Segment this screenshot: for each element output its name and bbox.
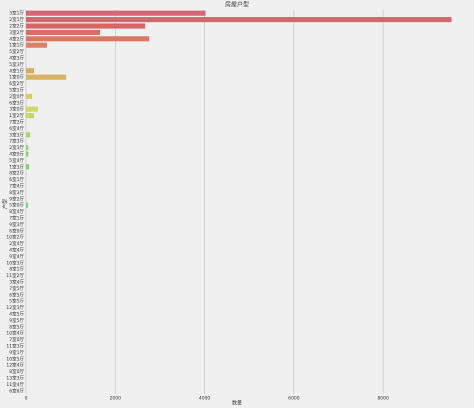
y-tick-label: 2室0厅 (9, 93, 24, 100)
bar (26, 42, 47, 48)
y-tick-label: 7室1厅 (9, 215, 24, 222)
y-tick-label: 6室0厅 (9, 227, 24, 234)
bar (26, 36, 150, 42)
y-tick-label: 11室3厅 (6, 343, 24, 350)
bar (26, 113, 35, 119)
y-tick-label: 10室2厅 (6, 234, 24, 241)
y-tick-label: 4室3厅 (9, 55, 24, 62)
x-tick-label: 6000 (288, 396, 300, 402)
y-tick-label: 9室2厅 (9, 195, 24, 202)
bar (26, 145, 29, 151)
y-tick-label: 9室4厅 (9, 253, 24, 260)
y-tick-label: 9室1厅 (9, 349, 24, 356)
x-tick-label: 0 (25, 396, 28, 402)
y-tick-label: 8室4厅 (9, 208, 24, 215)
bar (26, 164, 30, 170)
bar (26, 29, 101, 35)
y-tick-label: 5室2厅 (9, 48, 24, 55)
y-tick-label: 8室2厅 (9, 170, 24, 177)
x-tick-label: 2000 (110, 396, 122, 402)
y-tick-label: 13室3厅 (6, 375, 24, 382)
y-tick-label: 6室2厅 (9, 80, 24, 87)
y-tick-label: 2室3厅 (9, 144, 24, 151)
y-tick-label: 8室5厅 (9, 323, 24, 330)
y-tick-label: 3室1厅 (9, 10, 24, 17)
x-tick-label: 8000 (377, 396, 389, 402)
y-tick-label: 10室5厅 (6, 355, 24, 362)
y-tick-label: 1室0厅 (9, 74, 24, 81)
y-tick-label: 4室5厅 (9, 311, 24, 318)
y-tick-label: 7室4厅 (9, 183, 24, 190)
y-tick-label: 5室0厅 (9, 202, 24, 209)
bar (26, 10, 206, 16)
y-tick-label: 8室0厅 (9, 368, 24, 375)
bar (26, 74, 67, 80)
bar (26, 202, 29, 208)
chart-title: 房屋户型 (225, 1, 249, 9)
bar (26, 151, 29, 157)
y-tick-label: 1室3厅 (9, 163, 24, 170)
y-tick-label: 6室5厅 (9, 291, 24, 298)
bar (26, 93, 33, 99)
bar (26, 17, 452, 23)
y-tick-label: 7室0厅 (9, 336, 24, 343)
y-tick-label: 12室4厅 (6, 362, 24, 369)
bar (26, 68, 35, 74)
bar (26, 23, 146, 29)
y-tick-label: 11室4厅 (6, 381, 24, 388)
y-tick-label: 12室3厅 (6, 304, 24, 311)
y-tick-label: 7室2厅 (9, 119, 24, 126)
y-tick-label: 11室2厅 (6, 272, 24, 279)
y-tick-label: 1室2厅 (9, 112, 24, 119)
y-tick-label: 2室4厅 (9, 240, 24, 247)
y-tick-label: 8室3厅 (9, 189, 24, 196)
y-tick-label: 6室1厅 (9, 176, 24, 183)
y-tick-label: 6室3厅 (9, 99, 24, 106)
y-tick-label: 4室0厅 (9, 151, 24, 158)
y-tick-label: 3室2厅 (9, 29, 24, 36)
bar (26, 106, 39, 112)
y-tick-label: 1室1厅 (9, 42, 24, 49)
y-tick-label: 3室0厅 (9, 106, 24, 113)
y-tick-label: 5室1厅 (9, 87, 24, 94)
y-tick-label: 6室4厅 (9, 125, 24, 132)
y-tick-label: 5室3厅 (9, 61, 24, 68)
y-tick-label: 3室4厅 (9, 279, 24, 286)
bar (26, 132, 31, 138)
y-tick-label: 7室3厅 (9, 138, 24, 145)
y-tick-label: 10室3厅 (6, 259, 24, 266)
y-tick-label: 8室1厅 (9, 266, 24, 273)
y-tick-label: 6室6厅 (9, 387, 24, 394)
y-tick-label: 4室1厅 (9, 67, 24, 74)
y-tick-label: 4室4厅 (9, 247, 24, 254)
y-tick-label: 3室3厅 (9, 131, 24, 138)
y-tick-label: 4室2厅 (9, 35, 24, 42)
x-axis-label: 数量 (232, 400, 242, 407)
y-tick-label: 2室2厅 (9, 23, 24, 30)
y-axis-label: 户型 (2, 199, 9, 209)
y-tick-label: 5室5厅 (9, 298, 24, 305)
y-tick-label: 9室3厅 (9, 221, 24, 228)
y-tick-label: 9室5厅 (9, 317, 24, 324)
y-tick-label: 5室4厅 (9, 157, 24, 164)
y-tick-label: 10室4厅 (6, 330, 24, 337)
y-tick-label: 7室5厅 (9, 285, 24, 292)
x-tick-label: 4000 (199, 396, 211, 402)
y-tick-label: 2室1厅 (9, 16, 24, 23)
